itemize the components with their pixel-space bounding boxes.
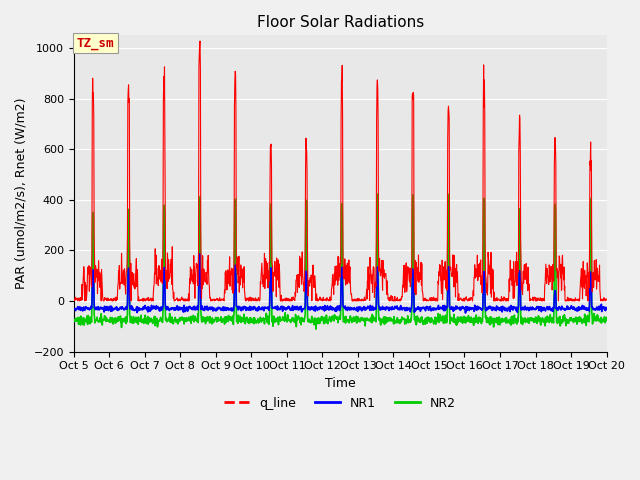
NR2 (248, 318, 256, 324)
q_line (493, 295, 501, 300)
NR1 (70, 306, 77, 312)
q_line (74, 298, 82, 304)
NR1 (175, 305, 183, 311)
q_line (70, 297, 77, 303)
NR1 (188, 306, 196, 312)
NR1 (540, 304, 548, 310)
q_line (603, 296, 611, 302)
NR1 (423, 306, 431, 312)
Text: TZ_sm: TZ_sm (76, 36, 114, 50)
NR2 (603, 315, 611, 321)
Line: q_line: q_line (74, 41, 607, 301)
Line: NR1: NR1 (74, 254, 607, 313)
Title: Floor Solar Radiations: Floor Solar Radiations (257, 15, 424, 30)
NR1 (461, 310, 469, 316)
Y-axis label: PAR (umol/m2/s), Rnet (W/m2): PAR (umol/m2/s), Rnet (W/m2) (15, 98, 28, 289)
NR2 (493, 315, 501, 321)
q_line (176, 296, 184, 302)
NR2 (424, 314, 431, 320)
q_line (189, 273, 196, 279)
q_line (424, 297, 431, 303)
NR2 (70, 318, 77, 324)
q_line (249, 296, 257, 301)
q_line (540, 296, 548, 301)
NR2 (312, 326, 320, 332)
X-axis label: Time: Time (324, 377, 356, 390)
NR1 (493, 306, 501, 312)
Legend: q_line, NR1, NR2: q_line, NR1, NR2 (220, 392, 461, 415)
NR2 (188, 315, 196, 321)
NR2 (175, 319, 183, 324)
NR1 (248, 304, 256, 310)
NR1 (196, 251, 204, 257)
NR2 (540, 319, 548, 324)
q_line (196, 38, 204, 44)
NR2 (374, 191, 381, 197)
NR1 (603, 305, 611, 311)
Line: NR2: NR2 (74, 194, 607, 329)
